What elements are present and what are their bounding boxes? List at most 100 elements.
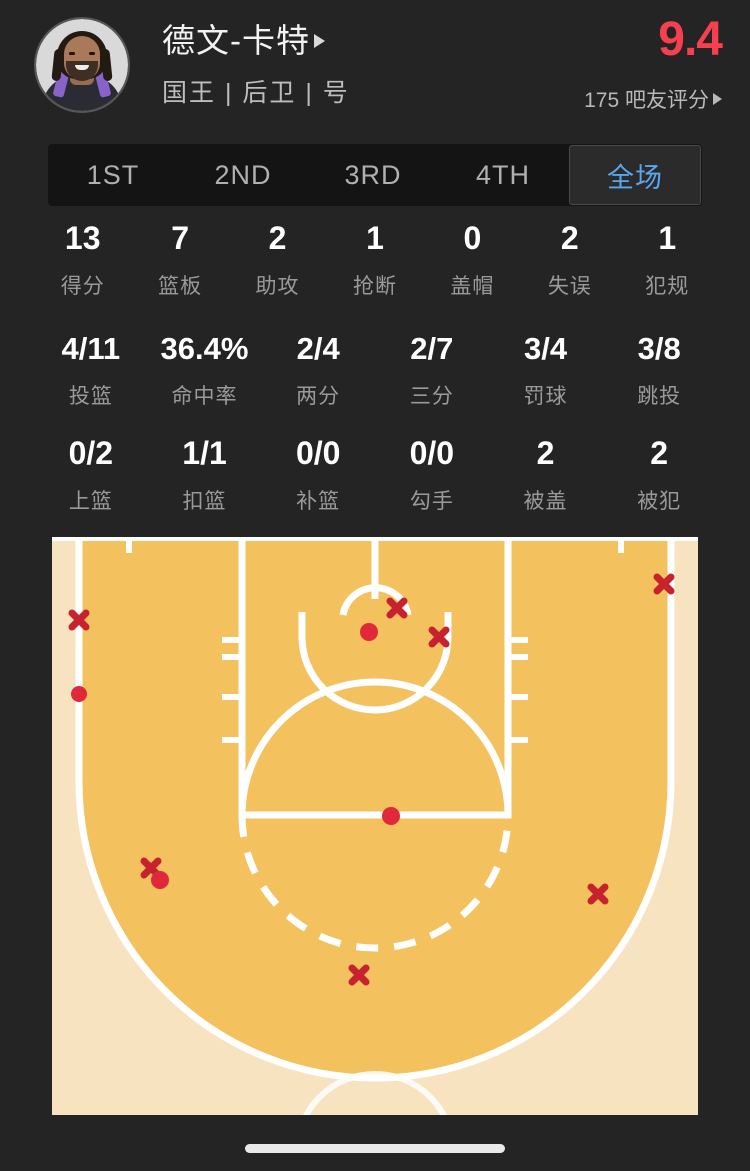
missed-shot-marker [587,883,609,905]
stat-label: 犯规 [645,275,690,298]
made-shot-marker [360,623,378,641]
stat-three-pointers: 2/7 三分 [375,333,489,410]
stat-label: 勾手 [409,490,454,513]
stat-label: 篮板 [158,275,203,298]
missed-shot-marker [428,626,450,648]
stat-putbacks: 0/0 补篮 [261,437,375,515]
stat-steals: 1 抢断 [326,222,423,300]
stat-fg-percent: 36.4% 命中率 [148,333,262,410]
stat-label: 补篮 [296,490,341,513]
stat-value: 0/0 [295,435,341,471]
triangle-right-icon [713,93,722,105]
rating-block[interactable]: 9.4 175 吧友评分 [584,13,723,114]
player-name-row[interactable]: 德文-卡特 [162,21,584,61]
stat-label: 两分 [296,385,341,408]
avatar[interactable] [34,17,130,113]
player-avatar-image [36,19,128,111]
stat-value: 1 [658,220,677,256]
shot-chart[interactable] [52,537,698,1115]
stat-value: 1 [366,220,384,256]
stat-shots-blocked: 2 被盖 [489,437,603,515]
stat-label: 上篮 [68,490,113,513]
made-shot-marker [151,871,169,889]
stat-label: 跳投 [637,385,682,408]
made-shot-marker [382,807,400,825]
stat-label: 被犯 [637,490,682,513]
player-header: 德文-卡特 国王 | 后卫 | 号 9.4 175 吧友评分 [0,0,750,130]
stats-row-detail: 0/2 上篮 1/1 扣篮 0/0 补篮 0/0 勾手 2 被盖 2 被犯 [34,437,716,515]
stat-label: 投篮 [68,385,113,408]
stat-value: 3/4 [523,331,568,366]
stat-points: 13 得分 [34,222,131,300]
lane-hash-marks [222,637,528,743]
stat-label: 命中率 [171,385,238,408]
stats-row-basic: 13 得分 7 篮板 2 助攻 1 抢断 0 盖帽 2 失误 1 犯规 [34,222,716,300]
player-meta: 国王 | 后卫 | 号 [162,78,350,107]
stats-row-shooting: 4/11 投篮 36.4% 命中率 2/4 两分 2/7 三分 3/4 罚球 3… [34,333,716,410]
stat-label: 扣篮 [182,490,227,513]
stat-label: 罚球 [523,385,568,408]
stat-layups: 0/2 上篮 [34,437,148,515]
missed-shot-marker [68,609,90,631]
basketball-court-svg [52,537,698,1115]
stat-fouls-drawn: 2 被犯 [602,437,716,515]
page-title: 德文-卡特 [162,22,310,60]
restricted-area-arc [298,612,452,714]
stat-value: 0/2 [68,435,114,471]
stat-label: 三分 [409,385,454,408]
period-tabbar: 1ST 2ND 3RD 4TH 全场 [48,144,702,206]
center-circle [302,1071,448,1115]
stat-value: 7 [171,220,190,256]
stat-value: 3/8 [637,331,681,366]
tab-2nd[interactable]: 2ND [214,159,272,190]
stat-turnovers: 2 失误 [521,222,618,300]
stat-label: 盖帽 [450,275,495,298]
stat-value: 1/1 [182,435,227,471]
three-point-zone [79,537,671,1078]
stat-value: 4/11 [61,331,121,366]
three-point-line [75,537,675,1082]
stat-jump-shots: 3/8 跳投 [602,333,716,410]
tab-full-game[interactable]: 全场 [569,145,701,205]
stat-label: 失误 [547,275,592,298]
home-indicator-bar [245,1144,505,1153]
stat-value: 2/4 [296,331,340,366]
stat-rebounds: 7 篮板 [131,222,228,300]
stat-label: 得分 [60,275,105,298]
missed-shot-marker [348,964,370,986]
stat-label: 助攻 [255,275,300,298]
triangle-right-icon [314,34,325,48]
stat-hook-shots: 0/0 勾手 [375,437,489,515]
player-identity: 德文-卡特 国王 | 后卫 | 号 [162,21,584,109]
stat-dunks: 1/1 扣篮 [148,437,262,515]
tab-3rd[interactable]: 3RD [344,159,402,190]
stat-fouls: 1 犯规 [619,222,716,300]
tab-1st[interactable]: 1ST [86,159,140,190]
tab-4th[interactable]: 4TH [475,159,530,190]
stat-value: 2/7 [410,331,454,366]
stat-value: 2 [560,220,579,256]
stat-label: 被盖 [523,490,568,513]
stat-value: 0 [463,220,482,256]
stat-value: 0/0 [409,435,455,471]
stat-field-goals: 4/11 投篮 [34,333,148,410]
rating-score: 9.4 [658,13,723,66]
stat-value: 13 [64,220,101,256]
stat-value: 2 [268,220,287,256]
made-shot-marker [71,686,87,702]
stat-value: 2 [536,435,555,471]
rating-subtitle-row[interactable]: 175 吧友评分 [584,84,722,114]
stat-free-throws: 3/4 罚球 [489,333,603,410]
free-throw-circle-dashed [238,814,512,952]
baseline-ticks [126,537,624,553]
shot-markers [68,573,675,986]
lane-box [238,537,512,819]
stat-value: 2 [650,435,669,471]
stat-assists: 2 助攻 [229,222,326,300]
free-throw-circle-solid [238,678,512,816]
missed-shot-marker [386,597,408,619]
stat-value: 36.4% [160,331,249,366]
rating-count-label: 175 吧友评分 [584,89,709,112]
missed-shot-marker [653,573,675,595]
